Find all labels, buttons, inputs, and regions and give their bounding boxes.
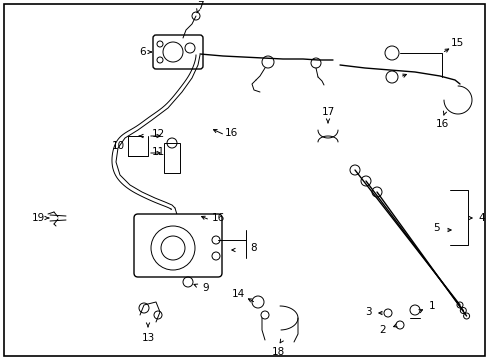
Text: 16: 16: [435, 120, 448, 129]
Text: 12: 12: [151, 129, 164, 139]
FancyBboxPatch shape: [134, 214, 222, 277]
Text: 17: 17: [321, 107, 334, 117]
Text: 10: 10: [111, 141, 124, 151]
Text: 1: 1: [428, 301, 434, 311]
Text: 8: 8: [250, 243, 257, 253]
Text: 19: 19: [31, 213, 44, 223]
Text: 7: 7: [196, 1, 203, 11]
Text: 5: 5: [432, 223, 438, 233]
Text: 4: 4: [478, 213, 484, 223]
Text: 14: 14: [231, 289, 244, 299]
FancyBboxPatch shape: [153, 35, 203, 69]
Text: 16: 16: [224, 128, 237, 138]
Text: 11: 11: [151, 147, 164, 157]
Text: 2: 2: [379, 325, 386, 335]
Text: 16: 16: [211, 213, 224, 223]
Text: 15: 15: [449, 38, 463, 48]
Text: 18: 18: [271, 347, 284, 357]
Text: 6: 6: [140, 47, 146, 57]
Text: 9: 9: [202, 283, 209, 293]
Text: 13: 13: [141, 333, 154, 343]
Text: 3: 3: [364, 307, 370, 317]
Bar: [163, 143, 180, 173]
